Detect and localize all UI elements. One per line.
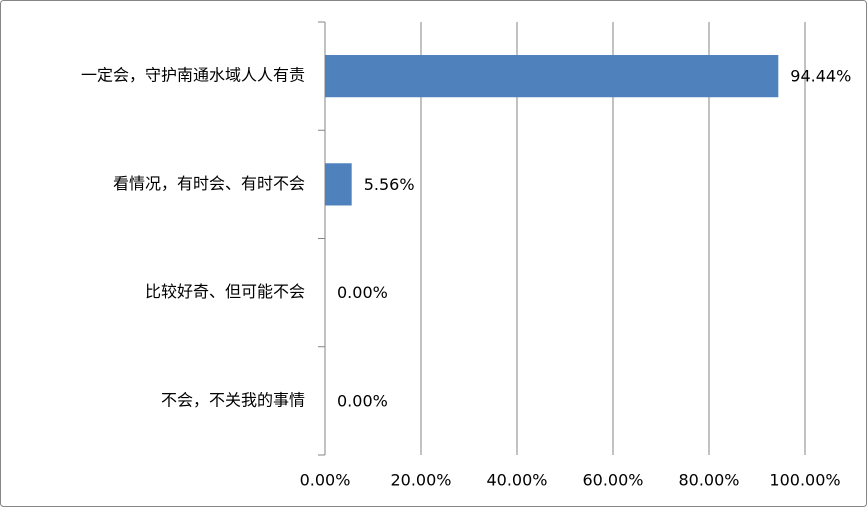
bar [325, 163, 352, 206]
x-tick-label: 0.00% [300, 471, 351, 490]
value-label: 5.56% [364, 175, 415, 194]
x-tick-label: 100.00% [769, 471, 840, 490]
y-tick-label: 比较好奇、但可能不会 [145, 282, 305, 301]
x-tick-label: 80.00% [678, 471, 739, 490]
y-tick-label: 一定会，守护南通水域人人有责 [81, 66, 305, 85]
value-label: 94.44% [790, 67, 851, 86]
y-tick-label: 不会，不关我的事情 [161, 390, 305, 409]
x-tick-label: 40.00% [486, 471, 547, 490]
x-tick-label: 60.00% [582, 471, 643, 490]
y-tick-label: 看情况，有时会、有时不会 [113, 174, 305, 193]
value-label: 0.00% [337, 283, 388, 302]
bar [325, 55, 779, 98]
x-tick-label: 20.00% [390, 471, 451, 490]
value-label: 0.00% [337, 391, 388, 410]
